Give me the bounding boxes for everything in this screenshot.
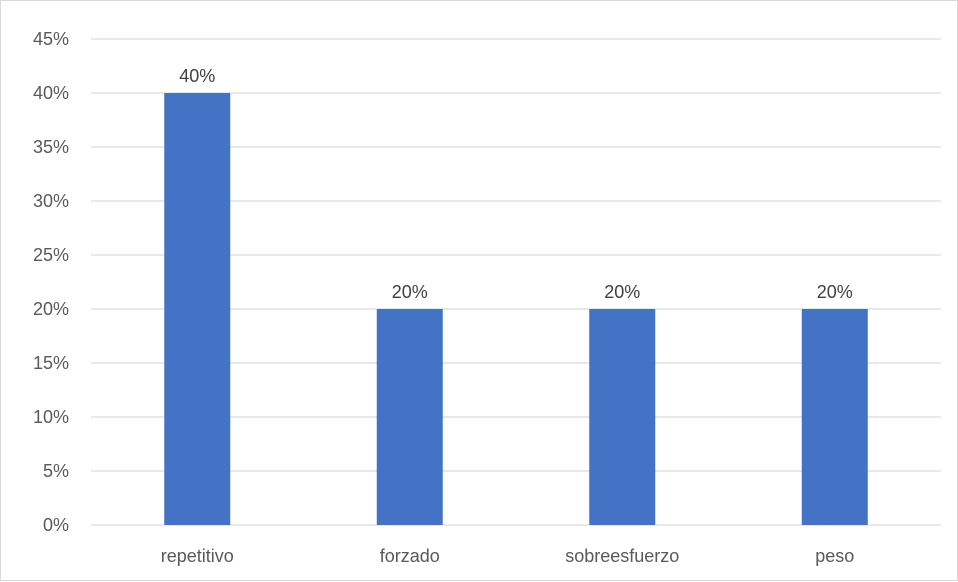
x-tick-label-sobreesfuerzo: sobreesfuerzo <box>565 546 679 566</box>
y-tick-label: 25% <box>33 245 69 265</box>
y-tick-label: 15% <box>33 353 69 373</box>
y-tick-label: 0% <box>43 515 69 535</box>
x-tick-label-forzado: forzado <box>380 546 440 566</box>
data-label-sobreesfuerzo: 20% <box>604 282 640 302</box>
data-label-forzado: 20% <box>392 282 428 302</box>
x-tick-label-peso: peso <box>815 546 854 566</box>
gridlines <box>91 38 941 526</box>
y-tick-label: 35% <box>33 137 69 157</box>
y-tick-label: 20% <box>33 299 69 319</box>
y-tick-label: 5% <box>43 461 69 481</box>
bar-repetitivo <box>164 93 231 525</box>
y-tick-label: 45% <box>33 29 69 49</box>
data-labels: 40% 20% 20% 20% <box>179 66 853 302</box>
y-tick-label: 30% <box>33 191 69 211</box>
y-axis-tick-labels: 0% 5% 10% 15% 20% 25% 30% 35% 40% 45% <box>33 29 69 535</box>
bar-peso <box>801 309 868 525</box>
data-label-peso: 20% <box>817 282 853 302</box>
bar-sobreesfuerzo <box>589 309 656 525</box>
y-tick-label: 10% <box>33 407 69 427</box>
bars <box>164 93 868 525</box>
y-tick-label: 40% <box>33 83 69 103</box>
x-tick-label-repetitivo: repetitivo <box>161 546 234 566</box>
data-label-repetitivo: 40% <box>179 66 215 86</box>
x-axis-tick-labels: repetitivo forzado sobreesfuerzo peso <box>161 546 855 566</box>
bar-forzado <box>376 309 443 525</box>
